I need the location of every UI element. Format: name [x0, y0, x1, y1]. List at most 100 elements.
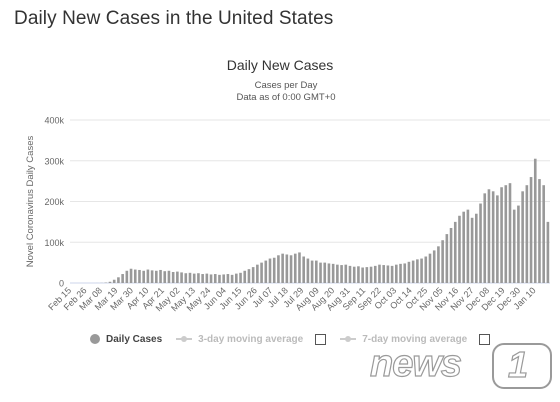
bar-daily-cases	[445, 234, 449, 283]
y-axis-label: Novel Coronavirus Daily Cases	[25, 136, 36, 268]
bar-daily-cases	[483, 193, 487, 283]
bar-daily-cases	[533, 158, 537, 283]
bar-daily-cases	[475, 213, 478, 283]
bar-daily-cases	[453, 221, 457, 283]
bar-daily-cases	[117, 277, 120, 283]
watermark-mark: 1	[507, 343, 529, 385]
bar-daily-cases	[382, 265, 385, 283]
bar-daily-cases	[138, 269, 141, 283]
bar-daily-cases	[277, 255, 280, 283]
bar-daily-cases	[251, 267, 255, 283]
bar-daily-cases	[256, 264, 259, 283]
bar-daily-cases	[424, 256, 428, 283]
bar-daily-cases	[416, 259, 419, 283]
bar-daily-cases	[171, 271, 175, 283]
bar-daily-cases	[504, 185, 508, 283]
bar-daily-cases	[348, 265, 352, 283]
bar-daily-cases	[361, 267, 364, 283]
bar-daily-cases	[420, 258, 423, 283]
chart-data-timestamp: Data as of 0:00 GMT+0	[236, 92, 336, 103]
bar-daily-cases	[108, 281, 112, 283]
bar-daily-cases	[369, 266, 373, 283]
bar-daily-cases	[500, 187, 503, 283]
line-marker-icon	[176, 336, 193, 342]
bar-daily-cases	[496, 195, 499, 283]
bar-daily-cases	[184, 273, 188, 283]
bar-daily-cases	[542, 185, 545, 283]
bar-daily-cases	[192, 273, 196, 283]
legend-label: Daily Cases	[106, 333, 163, 345]
bar-daily-cases	[146, 269, 150, 283]
bar-daily-cases	[479, 203, 482, 283]
checkbox-7day[interactable]	[479, 333, 491, 345]
bar-daily-cases	[462, 211, 465, 283]
legend-item-daily-cases[interactable]: Daily Cases	[90, 334, 162, 345]
bar-daily-cases	[272, 257, 276, 283]
chart-legend: Daily Cases 3-day moving average 7-day m…	[90, 330, 504, 348]
bar-daily-cases	[133, 269, 137, 283]
bar-daily-cases	[331, 263, 335, 283]
bar-daily-cases	[205, 273, 209, 283]
bar-daily-cases	[293, 253, 297, 283]
bar-daily-cases	[491, 191, 495, 283]
bar-daily-cases	[517, 205, 520, 283]
legend-label: 3-day moving average	[198, 333, 304, 345]
bar-daily-cases	[239, 272, 242, 283]
bar-daily-cases	[218, 274, 221, 283]
news1-watermark: news 1	[369, 342, 555, 389]
bar-daily-cases	[521, 191, 524, 283]
legend-item-3day-average[interactable]: 3-day moving average	[176, 333, 327, 345]
bar-daily-cases	[155, 270, 158, 283]
bar-daily-cases	[213, 274, 217, 283]
bar-daily-cases	[150, 270, 154, 283]
bar-daily-cases	[306, 258, 310, 283]
bar-daily-cases	[298, 252, 301, 283]
legend-item-7day-average[interactable]: 7-day moving average	[340, 333, 491, 345]
bar-daily-cases	[432, 250, 436, 283]
bar-daily-cases	[344, 264, 348, 283]
bar-daily-cases	[458, 215, 461, 283]
y-tick-label: 0	[59, 279, 64, 289]
circle-icon	[90, 334, 100, 344]
bar-daily-cases	[260, 262, 263, 283]
bar-daily-cases	[129, 268, 133, 283]
bar-daily-cases	[310, 260, 314, 283]
bar-daily-cases	[302, 256, 305, 283]
bar-daily-cases	[230, 274, 234, 283]
bar-daily-cases	[209, 274, 213, 283]
bar-daily-cases	[176, 271, 179, 283]
bar-daily-cases	[319, 262, 322, 283]
bar-daily-cases	[352, 266, 356, 283]
bar-daily-cases	[411, 260, 415, 283]
bar-daily-cases	[407, 261, 411, 283]
bar-daily-cases	[243, 270, 247, 283]
bar-daily-cases	[188, 272, 192, 283]
checkbox-3day[interactable]	[315, 333, 327, 345]
bar-daily-cases	[235, 273, 238, 283]
bar-daily-cases	[390, 265, 394, 283]
bar-daily-cases	[121, 274, 124, 283]
y-tick-label: 300k	[44, 156, 64, 166]
bar-daily-cases	[529, 177, 533, 283]
bar-daily-cases	[428, 253, 432, 283]
bar-daily-cases	[159, 269, 162, 283]
bar-daily-cases	[395, 264, 398, 283]
bar-daily-cases	[197, 273, 200, 283]
bar-daily-cases	[403, 263, 407, 283]
bar-daily-cases	[112, 279, 116, 283]
bar-daily-cases	[315, 260, 318, 283]
bar-daily-cases	[268, 258, 272, 283]
bar-daily-cases	[281, 253, 284, 283]
bar-daily-cases	[546, 221, 550, 283]
watermark-text: news	[369, 342, 462, 385]
bar-daily-cases	[336, 264, 339, 283]
bar-daily-cases	[441, 240, 444, 283]
bar-daily-cases	[222, 274, 225, 283]
line-marker-icon	[340, 336, 357, 342]
bar-daily-cases	[466, 209, 470, 283]
bar-daily-cases	[437, 246, 440, 283]
bar-daily-cases	[167, 270, 171, 283]
bar-daily-cases	[386, 265, 390, 283]
bar-daily-cases	[512, 209, 516, 283]
bar-daily-cases	[327, 263, 331, 283]
